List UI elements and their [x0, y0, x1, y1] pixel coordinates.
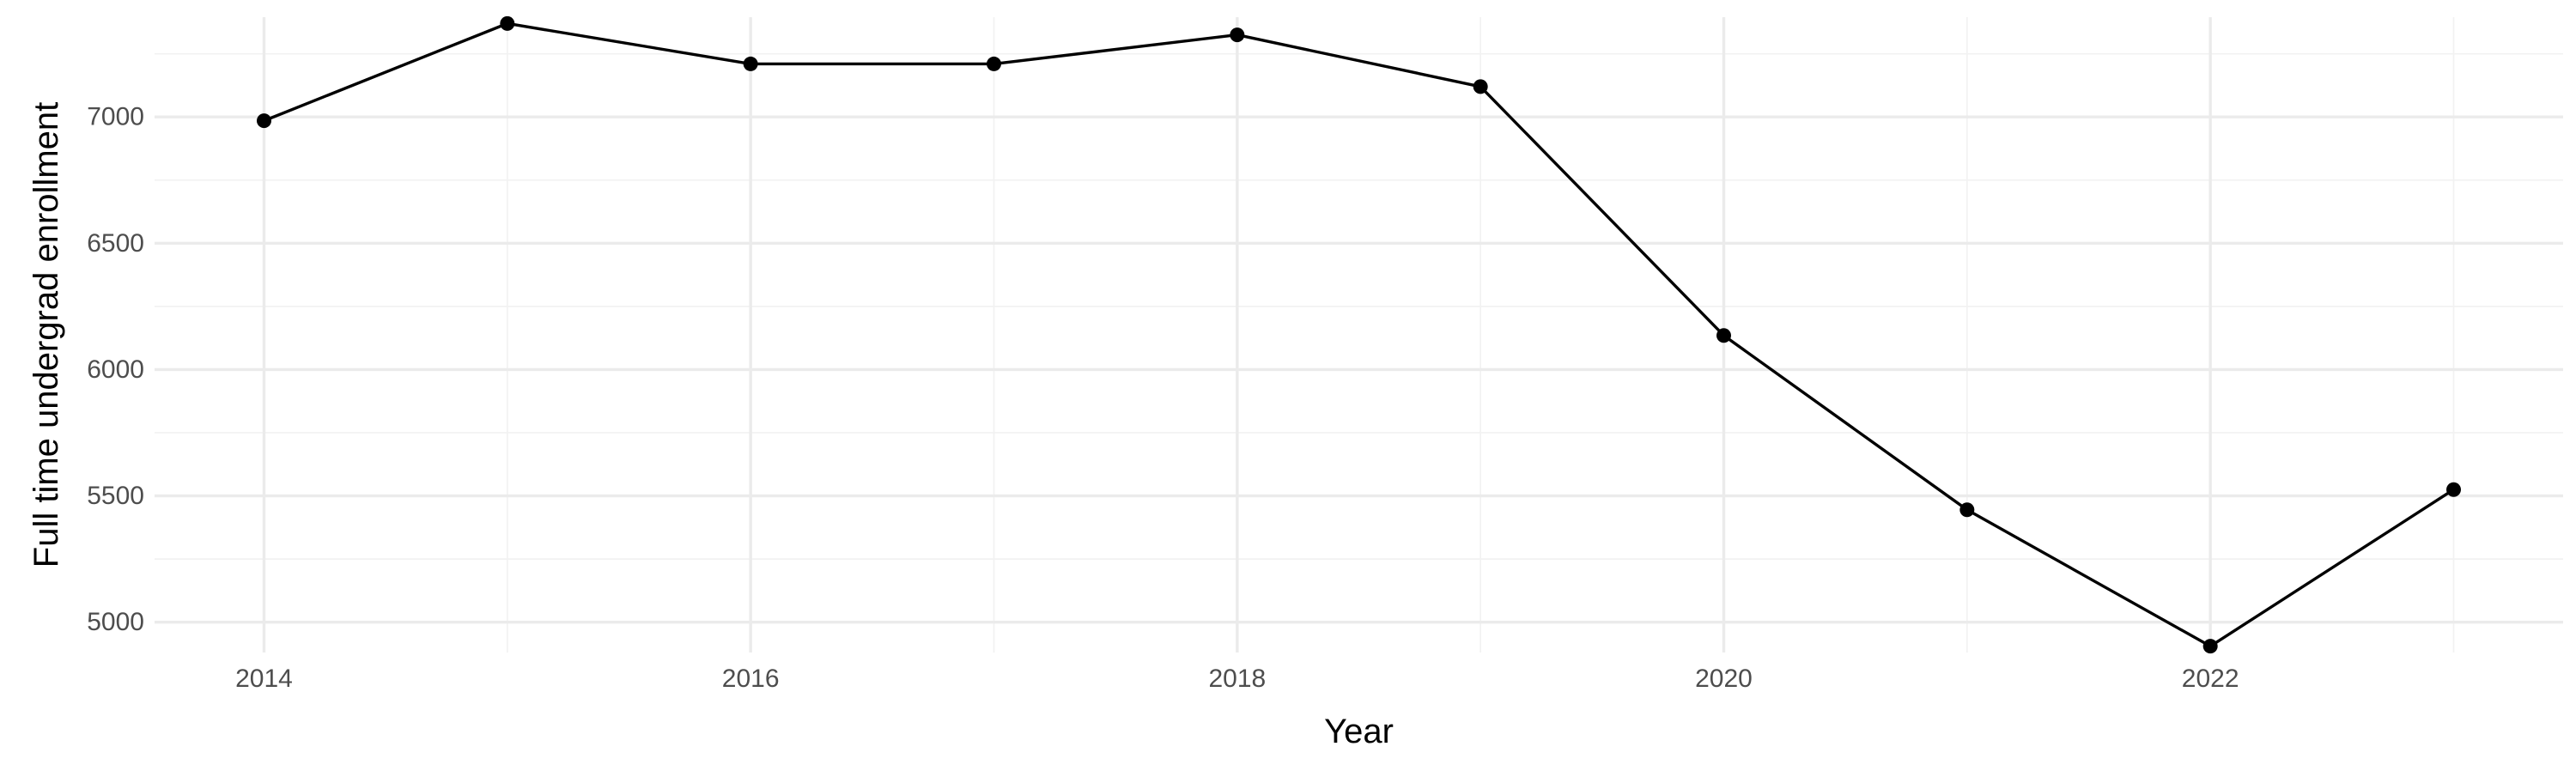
data-point: [2202, 639, 2218, 654]
data-point: [257, 113, 271, 129]
x-tick-label: 2016: [722, 665, 780, 693]
tick-layer: 5000 5500 6000 6500 7000 2014 2016 2018 2020 2022: [87, 103, 2239, 693]
data-point: [987, 56, 1001, 71]
x-tick-label: 2014: [235, 665, 293, 693]
series-line: [263, 21, 2455, 648]
x-axis-title: Year: [1324, 713, 1394, 750]
y-axis-title: Full time undergrad enrollment: [27, 102, 65, 568]
x-tick-label: 2020: [1695, 665, 1753, 693]
series-layer: [257, 15, 2461, 654]
data-point: [500, 15, 515, 31]
data-point: [1473, 79, 1488, 94]
data-point: [2446, 482, 2461, 497]
y-tick-label: 5500: [87, 482, 144, 510]
y-tick-label: 6000: [87, 355, 144, 384]
y-tick-label: 7000: [87, 103, 144, 131]
x-tick-label: 2022: [2182, 665, 2239, 693]
grid-layer: [155, 17, 2563, 653]
data-point: [1959, 502, 1975, 518]
x-tick-label: 2018: [1208, 665, 1266, 693]
data-point: [1716, 328, 1731, 343]
data-point: [743, 56, 758, 71]
data-point: [1230, 27, 1245, 43]
y-tick-label: 5000: [87, 608, 144, 636]
y-tick-label: 6500: [87, 229, 144, 258]
